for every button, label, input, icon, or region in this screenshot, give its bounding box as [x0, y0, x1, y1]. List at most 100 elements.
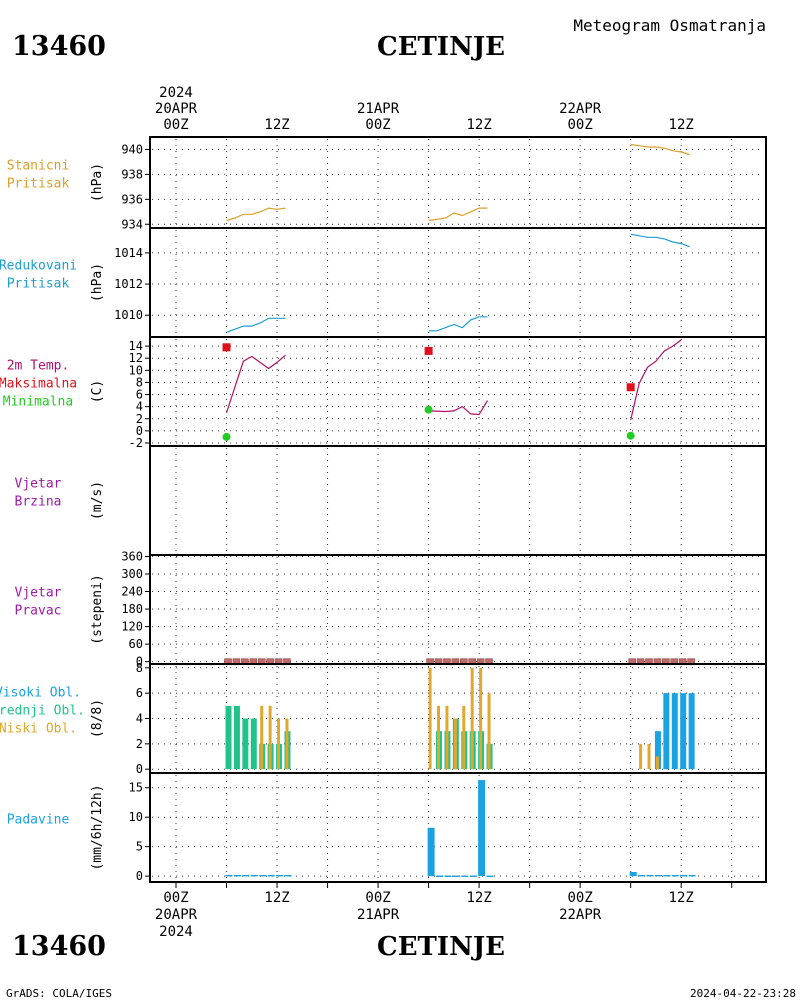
- tmin-marker: [222, 432, 231, 441]
- precip-bar: [478, 780, 486, 877]
- panel-label: Vjetar: [15, 586, 62, 601]
- cloud-bar: [663, 693, 670, 770]
- y-tick-label: 6: [136, 388, 143, 402]
- y-tick-label: 938: [121, 167, 143, 181]
- series-line-station_pressure: [226, 207, 286, 222]
- panel-label: Stanicni: [7, 159, 70, 174]
- panel-frame-wind_speed: [149, 445, 767, 556]
- timestamp-text: 2024-04-22-23:28: [690, 987, 796, 1000]
- y-tick-label: 0: [136, 762, 143, 776]
- cloud-bar: [437, 705, 441, 770]
- series-line-sea_pressure: [428, 316, 488, 332]
- cloud-bar: [250, 718, 257, 770]
- y-axis-label: (hPa): [90, 263, 105, 302]
- bottom-axis-label: 00Z: [163, 890, 188, 906]
- cloud-bar: [647, 743, 651, 770]
- precip-bar: [284, 874, 292, 877]
- y-tick-label: -2: [129, 436, 143, 450]
- top-axis-label: 21APR: [357, 101, 400, 117]
- cloud-bar: [462, 705, 466, 770]
- bottom-axis-label: 2024: [159, 924, 193, 940]
- y-tick-label: 120: [121, 620, 143, 634]
- y-axis-label: (m/s): [90, 481, 105, 520]
- y-tick-label: 10: [129, 810, 143, 824]
- y-tick-label: 60: [129, 637, 143, 651]
- cloud-bar: [428, 667, 432, 770]
- top-axis-label: 2024: [159, 85, 193, 101]
- y-tick-label: 0: [136, 655, 143, 669]
- precip-bar: [233, 874, 241, 877]
- panel-label: Padavine: [7, 813, 70, 828]
- y-tick-label: 0: [136, 424, 143, 438]
- precip-bar: [629, 871, 637, 877]
- cloud-bar: [225, 705, 232, 770]
- y-tick-label: 6: [136, 686, 143, 700]
- panel-frame-precipitation: [149, 772, 767, 883]
- top-axis-label: 12Z: [466, 117, 491, 133]
- precip-bar: [444, 875, 452, 878]
- cloud-bar: [277, 718, 281, 770]
- precip-bar: [663, 874, 671, 877]
- top-axis-label: 22APR: [559, 101, 602, 117]
- y-tick-label: 10: [129, 363, 143, 377]
- y-tick-label: 936: [121, 192, 143, 206]
- y-tick-label: 4: [136, 712, 143, 726]
- cloud-bar: [487, 693, 491, 770]
- precip-bar: [452, 875, 460, 878]
- precip-bar: [638, 874, 646, 877]
- y-axis-label: (hPa): [90, 163, 105, 202]
- cloud-bar: [242, 718, 249, 770]
- series-line-sea_pressure: [630, 233, 690, 248]
- series-line-sea_pressure: [226, 317, 286, 333]
- panel-frame-sea_pressure: [149, 227, 767, 338]
- cloud-bar: [688, 693, 695, 770]
- cloud-bar: [445, 705, 449, 770]
- panel-label: Redukovani: [0, 259, 77, 274]
- y-axis-label: (C): [90, 380, 105, 403]
- bottom-axis-label: 12Z: [466, 890, 491, 906]
- precip-bar: [469, 875, 477, 878]
- panel-label: Pravac: [15, 604, 62, 619]
- precip-bar: [486, 875, 494, 878]
- cloud-bar: [268, 705, 272, 770]
- precip-bar: [688, 874, 696, 877]
- panel-label: Minimalna: [3, 395, 73, 410]
- station-id-top: 13460: [12, 31, 106, 62]
- bottom-axis-label: 12Z: [669, 890, 694, 906]
- tmax-marker: [626, 383, 635, 392]
- cloud-bar: [639, 743, 643, 770]
- cloud-bar: [655, 756, 659, 770]
- credit-text: GrADS: COLA/IGES: [6, 987, 112, 1000]
- cloud-bar: [680, 693, 687, 770]
- cloud-bar: [671, 693, 678, 770]
- cloud-bar: [233, 705, 240, 770]
- precip-bar: [259, 874, 267, 877]
- series-line-station_pressure: [630, 143, 690, 156]
- y-axis-label: (mm/6h/12h): [90, 784, 105, 870]
- tmax-marker: [222, 343, 231, 352]
- panel-label: Maksimalna: [0, 377, 77, 392]
- chart-title: Meteogram Osmatranja: [573, 16, 766, 35]
- bottom-axis-label: 00Z: [365, 890, 390, 906]
- series-line-station_pressure: [428, 207, 488, 222]
- panel-frame-temperature: [149, 336, 767, 447]
- y-tick-label: 12: [129, 351, 143, 365]
- y-tick-label: 1012: [114, 277, 143, 291]
- bottom-axis-label: 20APR: [155, 907, 198, 923]
- y-tick-label: 8: [136, 375, 143, 389]
- tmin-marker: [626, 431, 635, 440]
- panel-label: Brzina: [15, 495, 62, 510]
- top-axis-label: 12Z: [669, 117, 694, 133]
- cloud-bar: [470, 667, 474, 770]
- panel-label: Niski Obl.: [0, 722, 77, 737]
- series-line-temperature: [630, 339, 682, 421]
- panel-label: Vjetar: [15, 477, 62, 492]
- precip-bar: [427, 827, 435, 877]
- panel-label: Pritisak: [7, 277, 70, 292]
- y-tick-label: 1014: [114, 246, 143, 260]
- bottom-axis-label: 21APR: [357, 907, 400, 923]
- precip-bar: [225, 874, 233, 877]
- series-line-temperature: [428, 400, 489, 416]
